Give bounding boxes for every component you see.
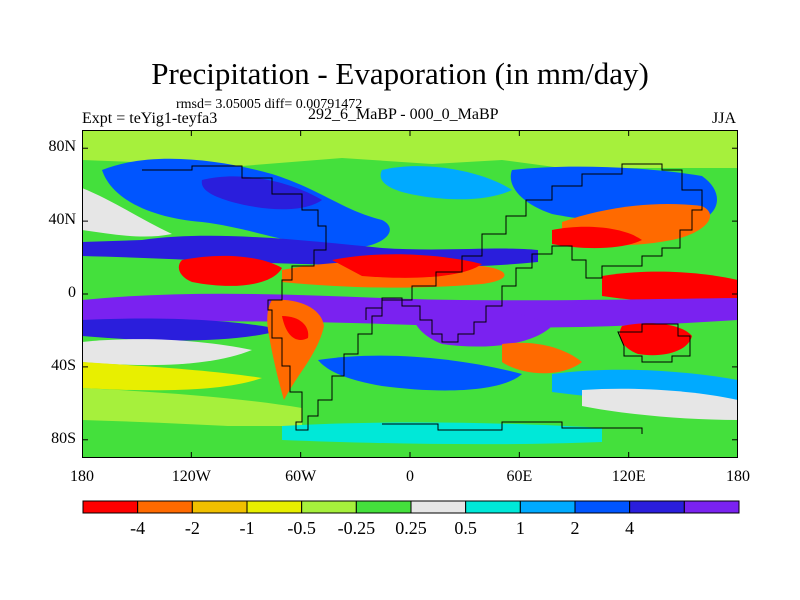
colorbar-swatch (137, 500, 193, 514)
x-tick-label: 0 (406, 468, 414, 485)
plot-title: Precipitation - Evaporation (in mm/day) (151, 56, 649, 91)
map-region (82, 362, 262, 391)
map-region (82, 339, 252, 366)
season-label: JJA (711, 110, 736, 127)
map-region (602, 271, 738, 303)
colorbar-label: -0.5 (287, 518, 316, 538)
x-tick-label: 60E (506, 468, 533, 485)
map-region (552, 226, 642, 249)
x-tick-label: 180 (70, 468, 94, 485)
map-region (201, 176, 322, 210)
colorbar-label: 0.25 (395, 518, 427, 538)
period-label: 292_6_MaBP - 000_0_MaBP (308, 106, 499, 123)
map-region (282, 422, 602, 445)
colorbar-swatch (82, 500, 139, 514)
colorbar-swatch (410, 500, 467, 514)
colorbar-label: -4 (130, 518, 146, 538)
map-region (502, 342, 582, 374)
map-region (412, 305, 552, 347)
colorbar-swatch (519, 500, 576, 514)
experiment-label: Expt = teYig1-teyfa3 (82, 110, 218, 127)
pe-anomaly-map (82, 130, 738, 458)
colorbar-label: 4 (625, 518, 635, 538)
colorbar-label: 2 (570, 518, 580, 538)
map-region (282, 316, 309, 340)
colorbar-label: -0.25 (337, 518, 376, 538)
x-tick-label: 180 (726, 468, 750, 485)
coastlines (142, 163, 703, 434)
colorbar-label: -1 (239, 518, 255, 538)
rmsd-diff-stats: rmsd= 3.05005 diff= 0.00791472 (176, 97, 363, 112)
x-tick-label: 120W (171, 468, 211, 485)
colorbar-swatch (683, 500, 740, 514)
arctic-band (82, 130, 738, 168)
colorbar (82, 500, 740, 514)
colorbar-swatch (355, 500, 412, 514)
colorbar-swatch (301, 500, 357, 514)
map-region (582, 388, 738, 420)
y-tick-label: 0 (68, 284, 76, 301)
y-tick-label: 80S (51, 429, 76, 447)
colorbar-swatch (246, 500, 303, 514)
map-region (82, 293, 738, 328)
map-region (267, 299, 324, 400)
map-region (178, 255, 282, 286)
x-tick-label: 60W (285, 468, 317, 485)
y-tick-label: 40S (51, 356, 76, 374)
map-region (619, 323, 692, 356)
x-tick-label: 120E (611, 468, 646, 485)
map-region (82, 188, 172, 237)
colorbar-label: 1 (515, 518, 525, 538)
colorbar-swatch (191, 500, 248, 514)
colorbar-swatch (629, 500, 685, 514)
colorbar-swatch (465, 500, 521, 514)
map-region (82, 388, 302, 430)
map-region (318, 355, 522, 391)
y-tick-label: 80N (48, 138, 76, 156)
colorbar-label: 0.5 (454, 518, 477, 538)
colorbar-label: -2 (184, 518, 200, 538)
y-tick-label: 40N (48, 211, 76, 229)
map-region (82, 318, 282, 341)
colorbar-swatch (574, 500, 631, 514)
map-region (380, 166, 512, 200)
